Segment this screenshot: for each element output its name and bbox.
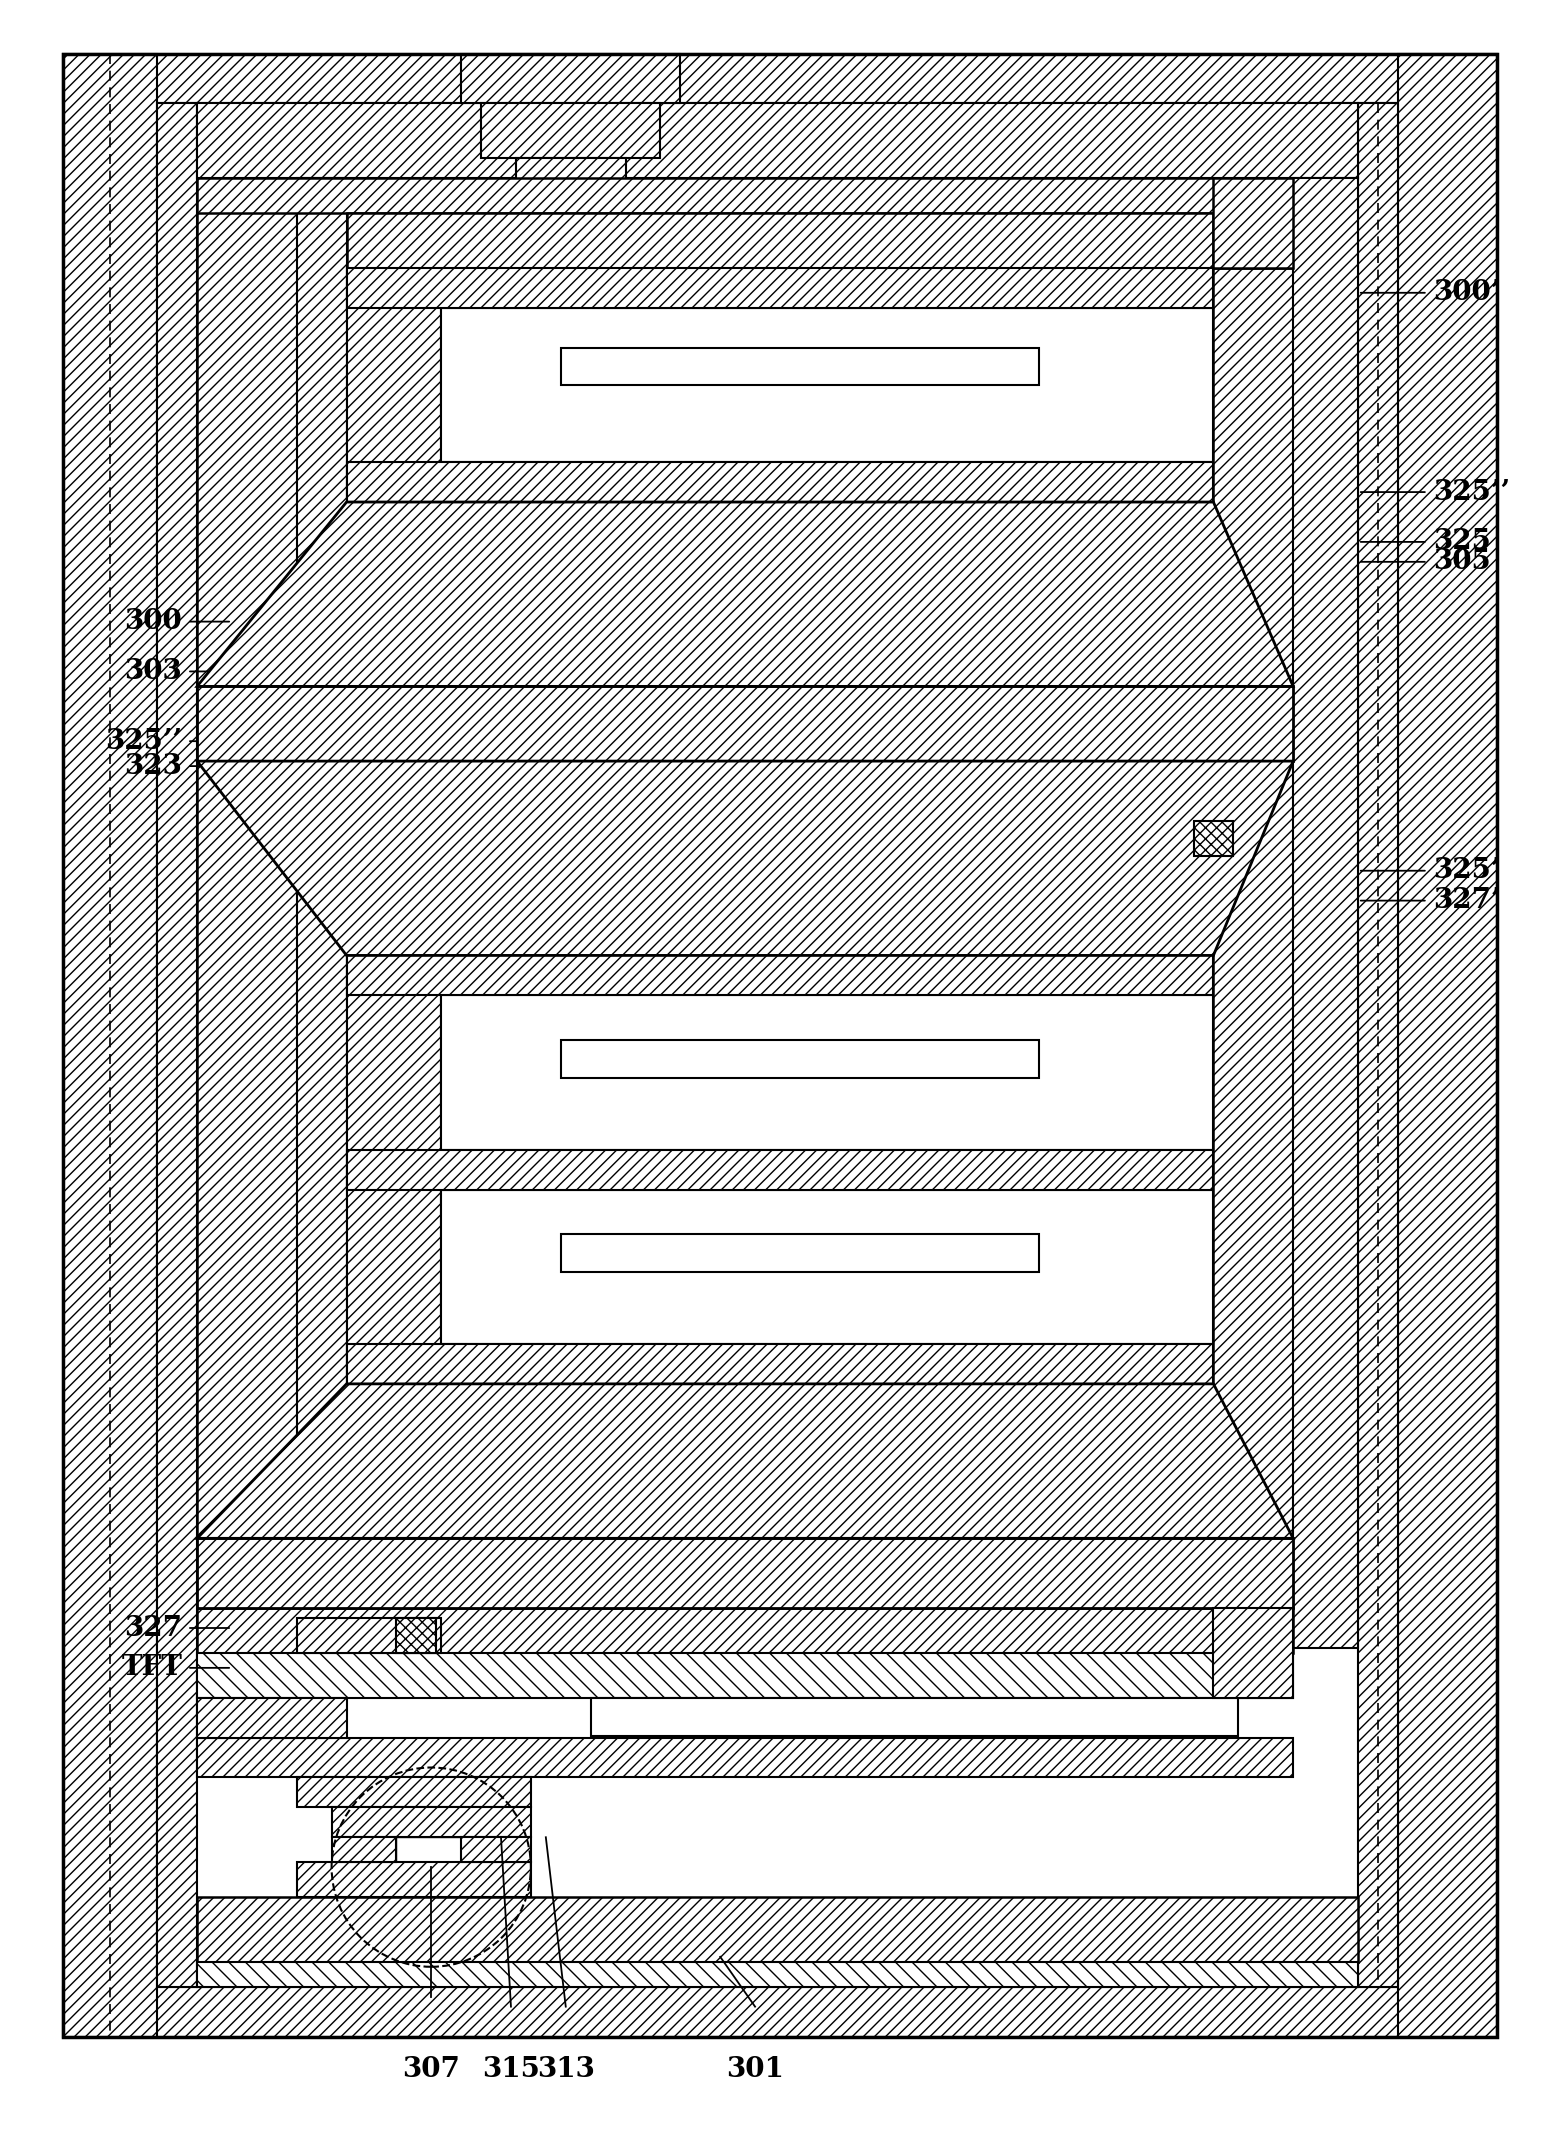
Bar	[442, 308, 1213, 463]
Polygon shape	[541, 197, 605, 223]
Bar	[1194, 820, 1233, 857]
Bar	[561, 1234, 1039, 1272]
Polygon shape	[197, 1898, 1358, 1962]
Polygon shape	[297, 1861, 530, 1898]
Polygon shape	[516, 159, 625, 197]
Bar	[442, 801, 1213, 955]
Text: 325: 325	[1432, 529, 1491, 555]
Text: 307: 307	[403, 2056, 460, 2084]
Polygon shape	[1213, 268, 1294, 1609]
Text: 327: 327	[124, 1615, 182, 1641]
Polygon shape	[347, 268, 1213, 308]
Bar	[442, 268, 1213, 1609]
Polygon shape	[462, 1838, 530, 1861]
Polygon shape	[462, 54, 681, 103]
Text: TFT: TFT	[121, 1654, 182, 1681]
Polygon shape	[62, 54, 157, 2037]
Bar	[561, 1429, 1039, 1467]
Polygon shape	[1398, 54, 1497, 2037]
Polygon shape	[197, 1737, 1294, 1778]
Bar	[561, 553, 1039, 589]
Bar	[591, 1699, 1238, 1735]
Text: 305: 305	[1432, 548, 1490, 576]
Text: 300’: 300’	[1432, 278, 1501, 306]
Polygon shape	[1358, 103, 1398, 1988]
Polygon shape	[347, 1343, 1213, 1384]
Polygon shape	[197, 1538, 1294, 1609]
Polygon shape	[197, 501, 1294, 685]
Polygon shape	[1294, 178, 1358, 1647]
Polygon shape	[331, 1838, 397, 1861]
Polygon shape	[197, 1699, 347, 1737]
Bar	[561, 1041, 1039, 1077]
Text: 325’: 325’	[1432, 857, 1501, 885]
Bar	[442, 1384, 1213, 1538]
Text: 301: 301	[726, 2056, 784, 2084]
Polygon shape	[347, 1150, 1213, 1189]
Text: 325’’: 325’’	[1432, 478, 1510, 506]
Bar	[561, 846, 1039, 885]
Polygon shape	[297, 1617, 442, 1654]
Text: 303: 303	[124, 658, 182, 685]
Polygon shape	[347, 760, 1213, 801]
Text: 313: 313	[536, 2056, 594, 2084]
Polygon shape	[62, 54, 1497, 103]
Text: 300: 300	[124, 608, 182, 636]
Text: 327’: 327’	[1432, 887, 1501, 915]
Bar	[442, 501, 1213, 685]
Bar	[442, 996, 1213, 1150]
Bar	[347, 212, 1213, 268]
Polygon shape	[197, 1384, 1294, 1538]
Text: 315: 315	[482, 2056, 540, 2084]
Bar	[397, 1838, 462, 1861]
Polygon shape	[347, 212, 1213, 268]
Polygon shape	[347, 955, 1213, 996]
Polygon shape	[197, 178, 1294, 212]
Polygon shape	[297, 1778, 530, 1808]
Text: 323: 323	[124, 752, 182, 780]
Polygon shape	[197, 685, 1294, 760]
Polygon shape	[331, 1808, 530, 1838]
Polygon shape	[347, 463, 1213, 501]
Polygon shape	[197, 1654, 1294, 1699]
Polygon shape	[1213, 178, 1294, 268]
Polygon shape	[197, 760, 1294, 955]
Polygon shape	[197, 1609, 1294, 1654]
Polygon shape	[197, 103, 1358, 178]
Text: 325’’: 325’’	[106, 728, 182, 754]
Polygon shape	[197, 1962, 1358, 1988]
Polygon shape	[157, 103, 197, 1988]
Bar	[442, 1189, 1213, 1343]
Polygon shape	[297, 178, 347, 1617]
Bar	[397, 1617, 437, 1654]
Polygon shape	[197, 178, 297, 1647]
Polygon shape	[62, 1988, 1497, 2037]
Polygon shape	[1213, 1609, 1294, 1699]
Polygon shape	[480, 103, 661, 159]
Bar	[561, 347, 1039, 386]
Polygon shape	[347, 268, 442, 1609]
